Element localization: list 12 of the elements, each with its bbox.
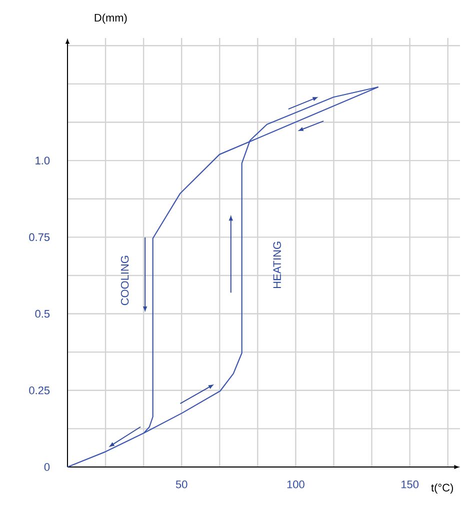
annotation: COOLING bbox=[120, 256, 129, 306]
y-tick-label: 0.25 bbox=[29, 386, 50, 394]
x-axis-title: t(°C) bbox=[431, 483, 453, 494]
x-tick-label: 100 bbox=[287, 480, 304, 488]
y-tick-label: 0.5 bbox=[35, 310, 50, 318]
x-tick-label: 150 bbox=[401, 480, 418, 488]
y-tick-label: 1.0 bbox=[36, 156, 50, 164]
y-tick-label: 0 bbox=[44, 463, 50, 471]
y-axis-title: D(mm) bbox=[94, 14, 127, 24]
annotation: HEATING bbox=[273, 242, 281, 288]
x-tick-label: 50 bbox=[176, 480, 188, 488]
y-tick-label: 0.75 bbox=[29, 233, 50, 242]
